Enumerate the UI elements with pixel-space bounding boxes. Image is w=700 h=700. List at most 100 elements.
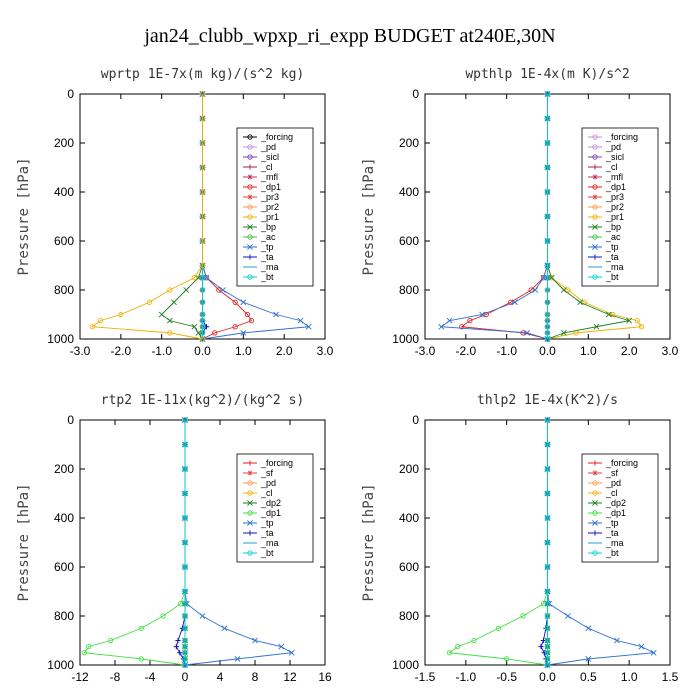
data-point [108, 637, 114, 644]
data-point [540, 274, 547, 281]
legend-label: _ta [605, 252, 619, 262]
data-point [305, 323, 312, 330]
legend-label: _dp1 [605, 182, 626, 192]
data-point [191, 275, 197, 281]
data-point [634, 318, 640, 324]
legend-label: _bt [260, 272, 274, 282]
data-point [544, 588, 551, 595]
legend-marker [247, 520, 253, 526]
data-point [199, 91, 206, 97]
data-point [560, 329, 567, 336]
data-point [459, 324, 465, 330]
data-point [585, 655, 592, 662]
data-point [199, 287, 206, 293]
data-point [544, 662, 551, 668]
data-point [173, 644, 179, 650]
legend-marker [592, 224, 598, 230]
data-point [544, 299, 551, 305]
data-point [544, 330, 551, 336]
data-point [626, 317, 633, 324]
x-tick-label: 3.0 [662, 344, 679, 358]
series-line [448, 420, 548, 666]
data-point [191, 323, 198, 330]
legend-label: _cl [605, 162, 618, 172]
legend: _forcing_sf_pd_cl_dp2_dp1_tp_ta_ma_bt [581, 453, 659, 563]
data-point [564, 613, 571, 619]
legend-marker [247, 274, 253, 280]
legend-marker [592, 204, 598, 210]
legend-label: _sicl [605, 152, 624, 162]
y-tick-label: 600 [399, 560, 419, 574]
data-point [446, 317, 453, 324]
legend-marker [247, 550, 253, 556]
y-tick-label: 800 [399, 609, 419, 623]
legend-label: _ta [605, 528, 619, 538]
y-tick-label: 0 [67, 413, 74, 427]
legend-label: _ac [260, 232, 276, 242]
data-point [544, 238, 551, 244]
y-tick-label: 1000 [47, 332, 74, 346]
series-line [91, 94, 203, 340]
legend-label: _tp [605, 242, 619, 252]
legend-marker [592, 510, 598, 516]
data-point [240, 329, 247, 336]
data-point [471, 637, 477, 644]
y-axis-label: Pressure [hPa] [361, 483, 377, 601]
data-point [455, 644, 461, 650]
legend-label: _dp1 [260, 182, 281, 192]
legend-marker [247, 174, 253, 180]
x-tick-label: 1.0 [621, 670, 638, 684]
data-point [183, 287, 190, 293]
data-point [199, 115, 206, 122]
y-tick-label: 800 [54, 609, 74, 623]
data-point [544, 213, 551, 220]
data-point [182, 564, 188, 570]
data-point [158, 311, 165, 318]
x-tick-label: -4 [145, 670, 156, 684]
legend-marker [247, 224, 253, 230]
legend-label: _pr3 [605, 192, 624, 202]
legend-label: _pd [605, 478, 621, 488]
legend-marker [592, 470, 598, 476]
legend-marker [247, 490, 253, 496]
legend-marker [592, 490, 598, 496]
data-point [234, 655, 241, 662]
series-line [83, 420, 186, 666]
data-point [548, 274, 555, 281]
series-line [160, 94, 203, 340]
legend-marker [247, 214, 253, 220]
data-point [532, 287, 539, 293]
data-point [182, 539, 188, 546]
legend-label: _pr3 [260, 192, 279, 202]
data-point [199, 299, 206, 305]
y-tick-label: 1000 [392, 658, 419, 672]
y-tick-label: 400 [54, 185, 74, 199]
legend-label: _bt [605, 272, 619, 282]
data-point [544, 441, 551, 448]
data-point [199, 164, 206, 171]
series-line [460, 94, 548, 340]
legend-marker [592, 194, 598, 200]
legend-label: _bt [605, 548, 619, 558]
data-point [565, 287, 571, 293]
x-tick-label: -2.0 [455, 344, 476, 358]
data-point [199, 140, 206, 146]
plot-frame [79, 419, 326, 666]
x-tick-label: 0.5 [580, 670, 597, 684]
data-point [182, 644, 188, 650]
legend-label: _ma [260, 538, 279, 548]
data-point [544, 564, 551, 570]
y-axis-label: Pressure [hPa] [16, 483, 32, 601]
data-point [638, 643, 645, 650]
legend-label: _pr1 [260, 212, 279, 222]
x-tick-label: -8 [110, 670, 121, 684]
legend-label: _forcing [605, 132, 638, 142]
data-point [195, 274, 202, 281]
legend-marker [247, 204, 253, 210]
data-point [495, 625, 502, 631]
legend-marker [592, 154, 598, 160]
y-tick-label: 400 [399, 185, 419, 199]
x-tick-label: -3.0 [70, 344, 91, 358]
data-point [182, 588, 188, 595]
data-point [544, 311, 551, 318]
